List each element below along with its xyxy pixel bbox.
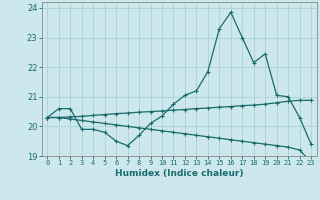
X-axis label: Humidex (Indice chaleur): Humidex (Indice chaleur) xyxy=(115,169,244,178)
